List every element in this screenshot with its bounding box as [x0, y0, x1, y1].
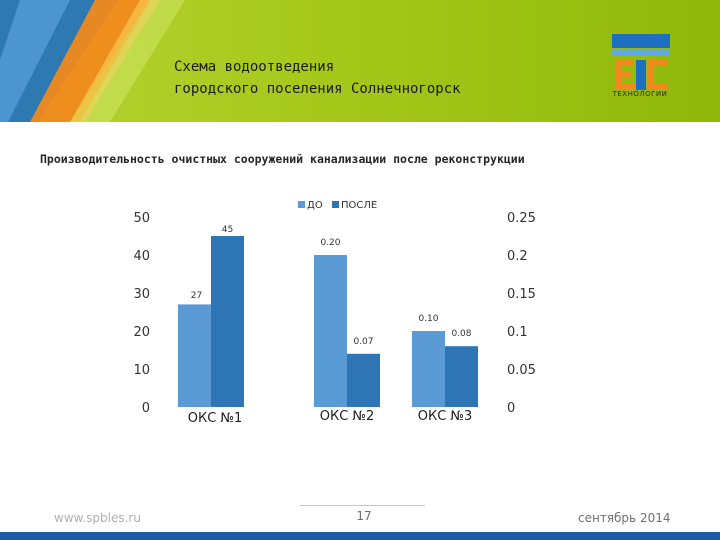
legend-swatch	[332, 201, 339, 208]
footer-date: сентябрь 2014	[578, 511, 671, 525]
left-axis-tick-label: 50	[133, 211, 150, 226]
left-axis-tick-label: 40	[133, 249, 150, 264]
category-label: ОКС №3	[418, 409, 472, 424]
legend-swatch	[298, 201, 305, 208]
right-axis-tick-label: 0.2	[507, 249, 528, 264]
category-label: ОКС №2	[320, 409, 374, 424]
right-axis-tick-label: 0.15	[507, 287, 536, 302]
right-axis-tick-label: 0.05	[507, 363, 536, 378]
bar-before	[178, 304, 211, 407]
left-axis-tick-label: 10	[133, 363, 150, 378]
category-label: ОКС №1	[188, 411, 242, 426]
bar-after	[445, 346, 478, 407]
page-title: Схема водоотведения городского поселения…	[174, 59, 461, 97]
bar-before	[314, 255, 347, 407]
data-label: 27	[191, 291, 202, 301]
data-label: 0.10	[418, 314, 438, 324]
page-number: 17	[356, 509, 372, 523]
legend-label: ДО	[307, 200, 323, 211]
right-axis-tick-label: 0.25	[507, 211, 536, 226]
bar-after	[211, 236, 244, 407]
footer-divider	[300, 505, 425, 506]
left-axis-tick-label: 20	[133, 325, 150, 340]
header-banner: Схема водоотведения городского поселения…	[0, 0, 720, 122]
bar-before	[412, 331, 445, 407]
footer-website[interactable]: www.spbles.ru	[54, 511, 141, 525]
data-label: 0.08	[451, 329, 471, 339]
bar-after	[347, 353, 380, 407]
data-label: 0.07	[353, 337, 373, 347]
legend-label: ПОСЛЕ	[341, 200, 377, 211]
data-label: 0.20	[320, 238, 340, 248]
left-axis-tick-label: 30	[133, 287, 150, 302]
right-axis-tick-label: 0	[507, 401, 515, 416]
logo-caption: ТЕХНОЛОГИИ	[612, 90, 668, 98]
chart-subtitle: Производительность очистных сооружений к…	[40, 152, 525, 166]
header-decoration	[0, 0, 185, 122]
company-logo-icon	[612, 34, 670, 90]
footer-bar	[0, 532, 720, 540]
left-axis-tick-label: 0	[142, 401, 150, 416]
data-label: 45	[222, 225, 233, 235]
right-axis-tick-label: 0.1	[507, 325, 528, 340]
